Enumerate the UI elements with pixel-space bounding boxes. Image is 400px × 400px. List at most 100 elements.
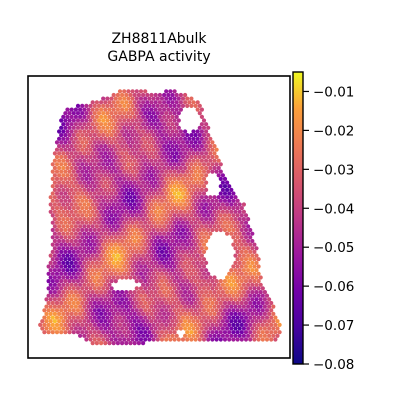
tissue-spot <box>206 220 211 225</box>
tissue-spot <box>166 217 171 222</box>
tissue-spot <box>204 260 209 265</box>
tissue-spot <box>59 198 64 203</box>
tissue-spot <box>65 209 70 214</box>
tissue-spot <box>201 125 207 130</box>
tissue-spot <box>164 191 169 196</box>
tissue-spot <box>117 184 123 189</box>
tissue-spot <box>59 286 64 291</box>
tissue-spot <box>241 224 246 229</box>
tissue-spot <box>109 337 114 342</box>
tissue-spot <box>141 158 146 163</box>
tissue-spot <box>46 330 51 335</box>
tissue-spot <box>231 330 236 335</box>
tissue-spot <box>75 235 81 240</box>
tissue-spot <box>78 304 83 309</box>
tissue-spot <box>71 198 76 203</box>
tissue-spot <box>71 133 76 138</box>
tissue-spot <box>164 286 169 291</box>
tissue-spot <box>214 322 219 327</box>
tissue-spot <box>176 103 181 108</box>
tissue-spot <box>132 180 137 185</box>
tissue-spot <box>168 103 173 108</box>
tissue-spot <box>199 144 204 149</box>
tissue-spot <box>52 297 58 302</box>
tissue-spot <box>122 103 127 108</box>
tissue-spot <box>210 227 215 233</box>
tissue-spot <box>63 213 68 218</box>
tissue-spot <box>159 111 165 116</box>
tissue-spot <box>117 162 123 167</box>
tissue-spot <box>176 279 181 284</box>
tissue-spot <box>168 337 173 342</box>
tissue-spot <box>120 144 125 149</box>
tissue-spot <box>172 169 177 174</box>
tissue-spot <box>250 253 255 258</box>
tissue-spot <box>115 290 120 295</box>
tissue-spot <box>54 242 60 247</box>
tissue-spot <box>73 326 78 331</box>
tissue-spot <box>84 227 89 233</box>
tissue-spot <box>57 319 62 324</box>
tissue-spot <box>134 227 139 233</box>
tissue-spot <box>195 238 200 244</box>
tissue-spot <box>75 198 81 203</box>
tissue-spot <box>63 300 68 306</box>
tissue-spot <box>80 242 85 247</box>
tissue-spot <box>75 300 81 306</box>
tissue-spot <box>71 271 76 276</box>
tissue-spot <box>132 341 137 346</box>
tissue-spot <box>86 333 91 338</box>
tissue-spot <box>117 235 123 240</box>
tissue-spot <box>103 238 108 244</box>
tissue-spot <box>134 279 139 284</box>
tissue-spot <box>210 220 215 225</box>
tissue-spot <box>136 195 141 200</box>
tissue-spot <box>103 100 108 105</box>
tissue-spot <box>250 231 255 236</box>
tissue-spot <box>157 187 162 192</box>
tissue-spot <box>246 326 251 331</box>
tissue-spot <box>243 249 249 254</box>
tissue-spot <box>75 322 81 327</box>
tissue-spot <box>115 114 120 119</box>
tissue-spot <box>170 195 175 200</box>
tissue-spot <box>159 300 165 306</box>
tissue-spot <box>273 337 278 342</box>
tissue-spot <box>185 96 190 101</box>
tissue-spot <box>134 125 139 130</box>
tissue-spot <box>138 271 144 276</box>
tissue-spot <box>258 319 263 324</box>
tissue-spot <box>132 107 137 112</box>
tissue-spot <box>231 220 236 225</box>
tissue-spot <box>57 297 62 302</box>
tissue-spot <box>193 162 198 167</box>
tissue-spot <box>63 315 68 320</box>
tissue-spot <box>191 326 196 331</box>
tissue-spot <box>214 213 219 218</box>
tissue-spot <box>132 173 137 178</box>
tissue-spot <box>107 231 112 236</box>
tissue-spot <box>132 260 137 265</box>
tissue-spot <box>132 136 137 141</box>
tissue-spot <box>172 220 177 225</box>
tissue-spot <box>71 220 76 225</box>
tissue-spot <box>189 140 194 145</box>
tissue-spot <box>258 333 263 338</box>
tissue-spot <box>176 264 181 269</box>
tissue-spot <box>117 322 123 327</box>
tissue-spot <box>111 268 116 273</box>
tissue-spot <box>241 246 246 251</box>
tissue-spot <box>84 103 89 108</box>
tissue-spot <box>256 271 261 276</box>
tissue-spot <box>149 195 154 200</box>
tissue-spot <box>191 151 196 156</box>
tissue-spot <box>48 290 53 295</box>
tissue-spot <box>78 319 83 324</box>
tissue-spot <box>201 140 207 145</box>
tissue-spot <box>147 147 152 152</box>
tissue-spot <box>122 198 127 203</box>
tissue-spot <box>99 297 104 302</box>
tissue-spot <box>126 227 131 233</box>
tissue-spot <box>178 92 183 98</box>
tissue-spot <box>117 89 123 94</box>
